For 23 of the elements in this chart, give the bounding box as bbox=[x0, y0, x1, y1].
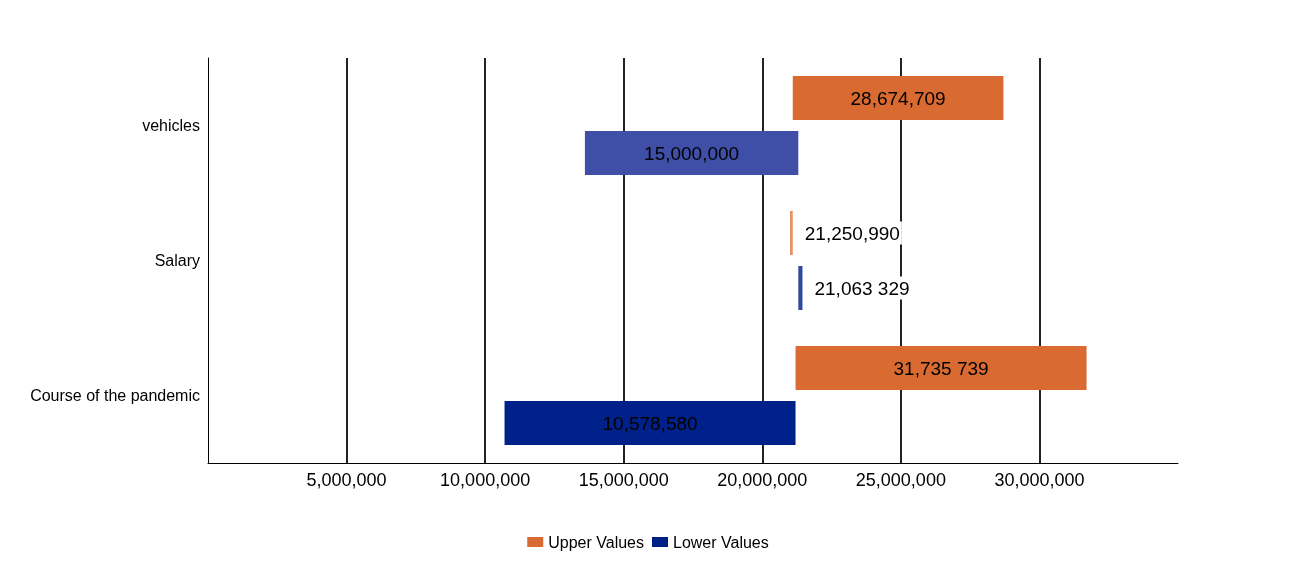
annotation: 21,250,990 bbox=[804, 222, 900, 244]
x-tick-label: 5,000,000 bbox=[306, 470, 387, 490]
annotation: 31,735 739 bbox=[893, 357, 989, 379]
bar bbox=[792, 76, 1004, 120]
annotation: 28,674,709 bbox=[850, 87, 946, 109]
annotation: 10,578,580 bbox=[602, 412, 698, 434]
bar bbox=[795, 346, 1087, 390]
bar bbox=[798, 266, 803, 310]
legend-label: Lower Values bbox=[673, 533, 769, 551]
y-tick-label: Salary bbox=[154, 252, 200, 269]
annotation: 15,000,000 bbox=[644, 142, 740, 164]
x-tick-label: 30,000,000 bbox=[994, 470, 1085, 490]
bar bbox=[584, 131, 799, 175]
bar bbox=[504, 401, 796, 445]
annotation: 21,063 329 bbox=[814, 277, 910, 299]
x-tick-label: 10,000,000 bbox=[440, 470, 531, 490]
y-tick-label: vehicles bbox=[142, 117, 200, 134]
legend-label: Upper Values bbox=[548, 533, 645, 551]
x-tick-label: 20,000,000 bbox=[717, 470, 808, 490]
bar bbox=[790, 211, 793, 255]
x-tick-label: 25,000,000 bbox=[855, 470, 946, 490]
y-tick-label: Course of the pandemic bbox=[30, 387, 200, 404]
x-tick-label: 15,000,000 bbox=[578, 470, 669, 490]
